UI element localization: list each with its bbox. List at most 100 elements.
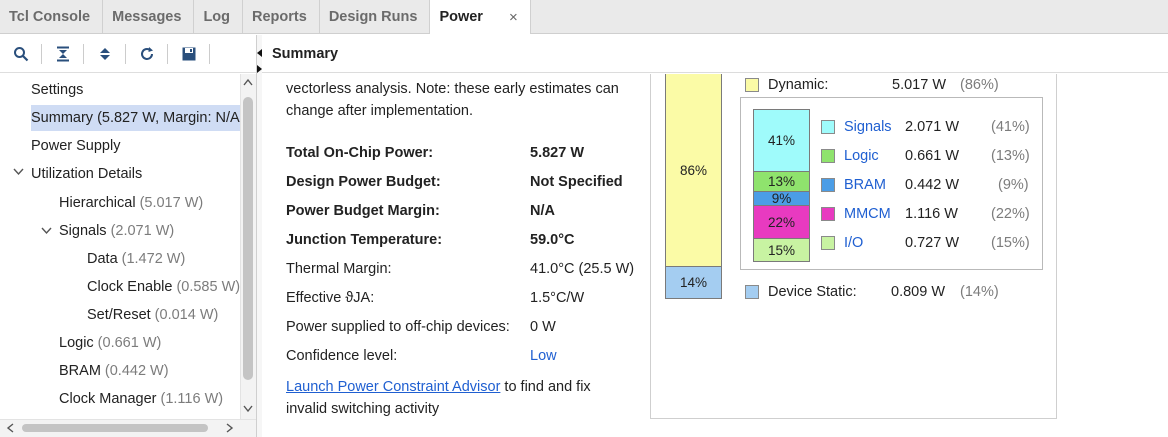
static-bar-label: 14% [679,275,708,290]
tab-log[interactable]: Log [194,0,244,33]
advisor-text: to find and fix invalid switching activi… [286,379,591,417]
toolbar-separator [209,43,210,64]
tree-item-hierarchical[interactable]: Hierarchical (5.017 W) [59,190,203,216]
summary-row-junction-temp: Junction Temperature: 59.0°C [286,229,575,251]
legend-signals: Signals 2.071 W (41%) [821,116,1030,138]
logic-link[interactable]: Logic [844,148,879,164]
tree-item-label: Signals [59,223,107,239]
summary-row-offchip-power: Power supplied to off-chip devices: 0 W [286,316,556,338]
summary-row-power-budget: Design Power Budget: Not Specified [286,171,623,193]
legend-pct: (14%) [960,284,999,300]
toolbar-separator [83,43,84,64]
page-title: Summary [272,45,339,62]
tab-power[interactable]: Power × [430,0,531,34]
legend-pct: (9%) [998,177,1029,193]
tree-item-label: Logic [59,335,94,351]
legend-watts: 0.442 W [905,177,959,193]
tree-item-utilization-details[interactable]: Utilization Details [31,161,142,187]
legend-watts: 2.071 W [905,119,959,135]
tree-item-clock-enable[interactable]: Clock Enable (0.585 W) [87,274,240,300]
summary-row-total-power: Total On-Chip Power: 5.827 W [286,142,584,164]
chevron-down-icon[interactable] [13,168,24,179]
save-icon[interactable] [175,40,203,68]
expand-all-icon[interactable] [91,40,119,68]
io-segment: 15% [754,239,809,261]
power-toolbar [0,35,256,73]
dynamic-bar-label: 86% [679,162,708,178]
search-icon[interactable] [7,40,35,68]
scroll-left-icon[interactable] [6,423,14,436]
confidence-level-link[interactable]: Low [530,348,557,364]
tree-item-summary[interactable]: Summary (5.827 W, Margin: N/A) [31,105,240,131]
legend-label: Dynamic: [768,77,829,93]
tree-item-power-supply[interactable]: Power Supply [31,133,120,159]
static-power-segment: 14% [666,267,721,298]
chevron-down-icon[interactable] [41,227,52,238]
vertical-scroll-thumb[interactable] [243,97,253,380]
tab-bar: Tcl Console Messages Log Reports Design … [0,0,1168,34]
summary-value: N/A [530,203,555,219]
tree-item-clock-manager[interactable]: Clock Manager (1.116 W) [59,386,223,412]
mmcm-segment: 22% [754,206,809,239]
bram-link[interactable]: BRAM [844,177,886,193]
scroll-up-icon[interactable] [243,77,253,89]
horizontal-scroll-thumb[interactable] [22,424,208,432]
tree-item-bram[interactable]: BRAM (0.442 W) [59,358,169,384]
tree-item-value: (1.116 W) [160,391,224,407]
tree-item-label: Power Supply [31,138,121,154]
summary-value: 59.0°C [530,232,575,248]
mmcm-link[interactable]: MMCM [844,206,891,222]
summary-row-effective-theta: Effective ϑJA: 1.5°C/W [286,287,584,309]
tree-item-value: (0.585 W) [176,279,240,295]
dynamic-breakdown-bar: 41% 13% 9% 22% 15% [753,109,810,262]
io-link[interactable]: I/O [844,235,864,251]
report-tree: Settings Summary (5.827 W, Margin: N/A) … [0,74,240,419]
tab-label: Power [439,9,483,25]
summary-row-budget-margin: Power Budget Margin: N/A [286,200,555,222]
legend-pct: (15%) [991,235,1030,251]
tree-item-settings[interactable]: Settings [31,77,83,103]
tree-item-logic[interactable]: Logic (0.661 W) [59,330,161,356]
collapse-left-icon[interactable] [257,44,263,60]
signals-segment: 41% [754,110,809,172]
tab-messages[interactable]: Messages [103,0,195,33]
tree-item-value: (2.071 W) [110,223,175,239]
tab-design-runs[interactable]: Design Runs [320,0,431,33]
tree-item-data[interactable]: Data (1.472 W) [87,246,185,272]
segment-label: 41% [767,133,796,148]
segment-label: 13% [767,174,796,189]
legend-pct: (13%) [991,148,1030,164]
legend-io: I/O 0.727 W (15%) [821,232,1030,254]
tree-item-label: Settings [31,82,84,98]
refresh-icon[interactable] [133,40,161,68]
tree-item-signals[interactable]: Signals (2.071 W) [59,218,174,244]
signals-link[interactable]: Signals [844,119,892,135]
tree-item-label: BRAM [59,363,101,379]
bram-swatch [821,178,835,192]
legend-dynamic: Dynamic: 5.017 W (86%) [745,74,999,96]
tab-label: Tcl Console [9,8,91,25]
io-swatch [821,236,835,250]
tab-label: Design Runs [328,8,418,25]
scroll-down-icon[interactable] [243,404,253,416]
legend-watts: 0.727 W [905,235,959,251]
summary-value: 1.5°C/W [530,290,585,306]
legend-watts: 5.017 W [892,77,946,93]
legend-pct: (86%) [960,77,999,93]
tree-item-label: Hierarchical [59,195,136,211]
panel-splitter[interactable] [256,35,262,437]
close-tab-icon[interactable]: × [508,8,518,26]
tab-tcl-console[interactable]: Tcl Console [0,0,104,33]
toolbar-separator [125,43,126,64]
summary-label: Effective ϑJA: [286,290,375,306]
scroll-right-icon[interactable] [226,423,234,436]
collapse-all-icon[interactable] [49,40,77,68]
dynamic-power-segment: 86% [666,74,721,267]
tab-reports[interactable]: Reports [243,0,320,33]
summary-label: Power Budget Margin: [286,203,440,219]
tree-item-label: Set/Reset [87,307,151,323]
tree-item-set-reset[interactable]: Set/Reset (0.014 W) [87,302,218,328]
legend-watts: 0.809 W [891,284,945,300]
launch-advisor-link[interactable]: Launch Power Constraint Advisor [286,379,501,395]
expand-right-icon[interactable] [257,60,263,76]
